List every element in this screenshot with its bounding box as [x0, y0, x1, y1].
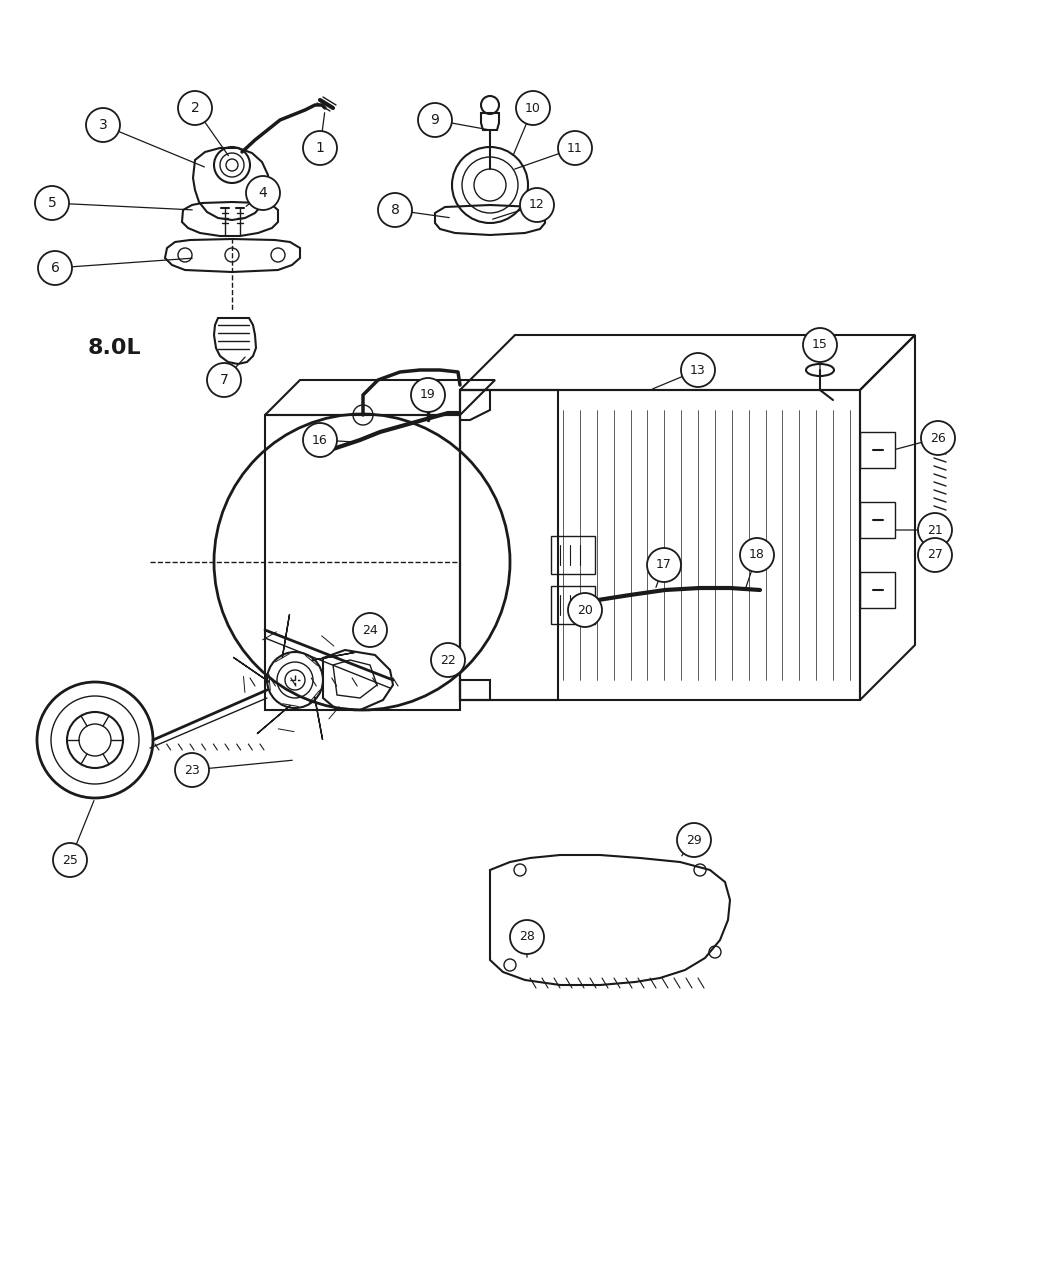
Text: 29: 29: [686, 834, 701, 847]
Circle shape: [647, 548, 681, 581]
Circle shape: [918, 513, 952, 547]
Text: 4: 4: [258, 186, 268, 200]
Circle shape: [378, 193, 412, 227]
Circle shape: [558, 131, 592, 164]
Circle shape: [207, 363, 242, 397]
Text: 28: 28: [519, 931, 534, 944]
Circle shape: [516, 91, 550, 125]
Circle shape: [681, 353, 715, 388]
Text: 17: 17: [656, 558, 672, 571]
Circle shape: [411, 377, 445, 412]
Circle shape: [568, 593, 602, 627]
Circle shape: [803, 328, 837, 362]
Text: 20: 20: [578, 603, 593, 617]
Text: 24: 24: [362, 623, 378, 636]
Text: 23: 23: [184, 764, 200, 776]
Text: 13: 13: [690, 363, 706, 376]
Circle shape: [353, 613, 387, 646]
Text: 11: 11: [567, 142, 583, 154]
Circle shape: [86, 108, 120, 142]
Text: 1: 1: [316, 142, 324, 156]
Text: 8.0L: 8.0L: [88, 338, 142, 358]
Circle shape: [303, 423, 337, 456]
Text: 27: 27: [927, 548, 943, 561]
Text: 12: 12: [529, 199, 545, 212]
Text: 3: 3: [99, 119, 107, 133]
Circle shape: [510, 921, 544, 954]
Circle shape: [430, 643, 465, 677]
Text: 5: 5: [47, 196, 57, 210]
Text: 26: 26: [930, 431, 946, 445]
Circle shape: [918, 538, 952, 572]
Text: 8: 8: [391, 203, 399, 217]
Text: 2: 2: [191, 101, 200, 115]
Circle shape: [418, 103, 452, 136]
Text: 19: 19: [420, 389, 436, 402]
Text: 10: 10: [525, 102, 541, 115]
Circle shape: [520, 187, 554, 222]
Text: 22: 22: [440, 654, 456, 667]
Text: 18: 18: [749, 548, 765, 561]
Circle shape: [303, 131, 337, 164]
Text: 21: 21: [927, 524, 943, 537]
Text: 9: 9: [430, 113, 440, 128]
Text: 15: 15: [812, 338, 828, 352]
Circle shape: [740, 538, 774, 572]
Text: 16: 16: [312, 434, 328, 446]
Circle shape: [677, 822, 711, 857]
Circle shape: [35, 186, 69, 221]
Circle shape: [175, 754, 209, 787]
Circle shape: [38, 251, 72, 286]
Circle shape: [178, 91, 212, 125]
Text: 6: 6: [50, 261, 60, 275]
Circle shape: [921, 421, 956, 455]
Circle shape: [246, 176, 280, 210]
Text: 25: 25: [62, 853, 78, 867]
Text: 7: 7: [219, 374, 229, 388]
Circle shape: [52, 843, 87, 877]
